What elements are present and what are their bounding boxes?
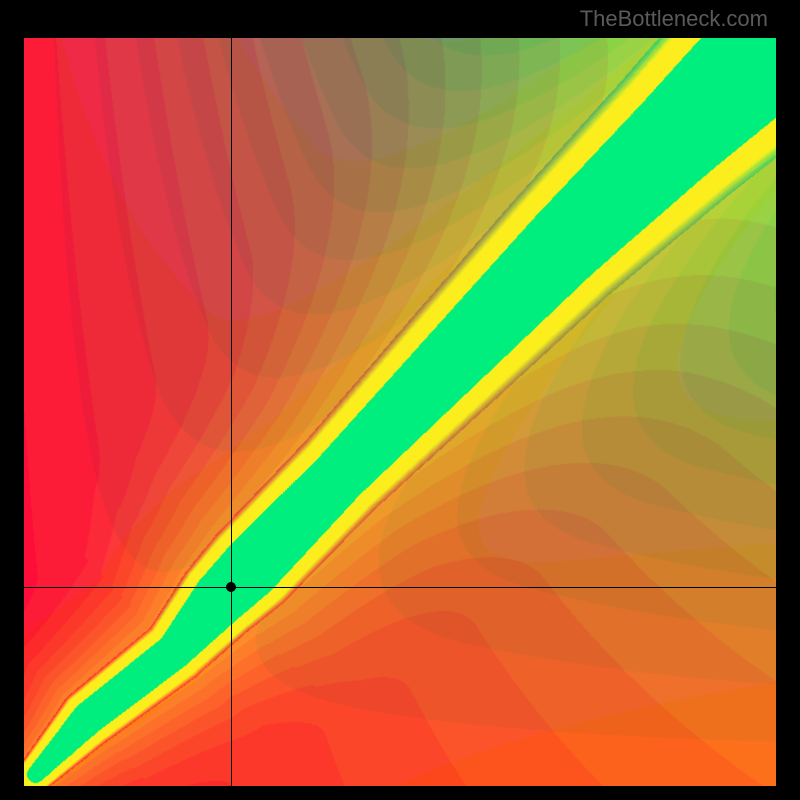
crosshair-horizontal (24, 587, 776, 588)
heatmap-canvas (24, 38, 776, 786)
selected-point-marker (226, 582, 236, 592)
heatmap-plot (24, 38, 776, 786)
crosshair-vertical (231, 38, 232, 786)
watermark-text: TheBottleneck.com (580, 6, 768, 32)
